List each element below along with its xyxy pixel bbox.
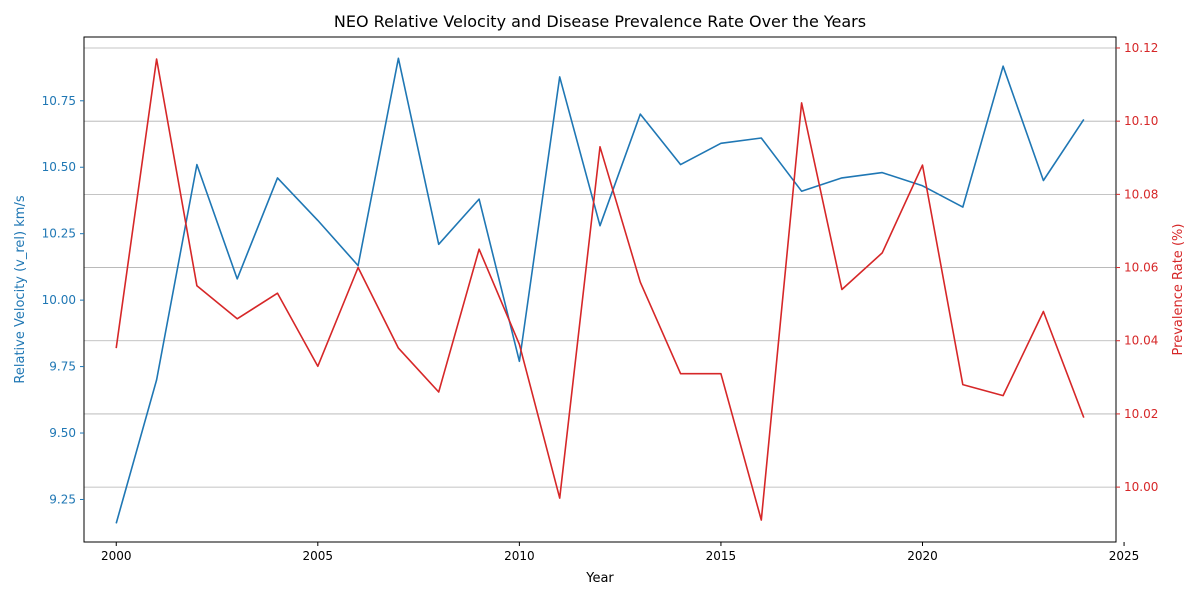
- y-right-tick-label: 10.10: [1124, 114, 1158, 128]
- velocity-series-line: [115, 57, 1085, 524]
- y-left-tick-label: 10.75: [42, 94, 76, 108]
- y-left-tick-label: 9.75: [49, 360, 76, 374]
- y-right-tick-label: 10.04: [1124, 334, 1158, 348]
- prevalence-series-line: [115, 58, 1085, 521]
- y-axis-right-label: Prevalence Rate (%): [1171, 224, 1186, 356]
- y-right-tick-label: 10.12: [1124, 41, 1158, 55]
- y-right-tick-label: 10.00: [1124, 480, 1158, 494]
- y-right-tick-label: 10.06: [1124, 261, 1158, 275]
- y-left-tick-label: 10.00: [42, 293, 76, 307]
- x-tick-label: 2000: [101, 549, 132, 563]
- plot-frame: [83, 36, 1117, 543]
- y-left-tick-label: 9.50: [49, 426, 76, 440]
- series-lines: [115, 57, 1085, 524]
- x-axis: 2000 2005 2010 2015 2020 2025: [101, 542, 1139, 563]
- y-axis-left: 9.25 9.50 9.75 10.00 10.25 10.50 10.75: [42, 94, 84, 506]
- y-left-tick-label: 9.25: [49, 492, 76, 506]
- x-tick-label: 2025: [1109, 549, 1140, 563]
- y-left-tick-label: 10.50: [42, 160, 76, 174]
- y-left-tick-label: 10.25: [42, 227, 76, 241]
- x-axis-label: Year: [585, 571, 614, 586]
- y-axis-left-label: Relative Velocity (v_rel) km/s: [13, 195, 28, 383]
- x-tick-label: 2005: [303, 549, 334, 563]
- y-right-tick-label: 10.08: [1124, 187, 1158, 201]
- gridlines: [84, 47, 1116, 488]
- x-tick-label: 2020: [907, 549, 938, 563]
- y-axis-right: 10.00 10.02 10.04 10.06 10.08 10.10 10.12: [1116, 41, 1158, 494]
- x-tick-label: 2015: [706, 549, 737, 563]
- chart-title: NEO Relative Velocity and Disease Preval…: [334, 12, 866, 31]
- x-tick-label: 2010: [504, 549, 535, 563]
- y-right-tick-label: 10.02: [1124, 407, 1158, 421]
